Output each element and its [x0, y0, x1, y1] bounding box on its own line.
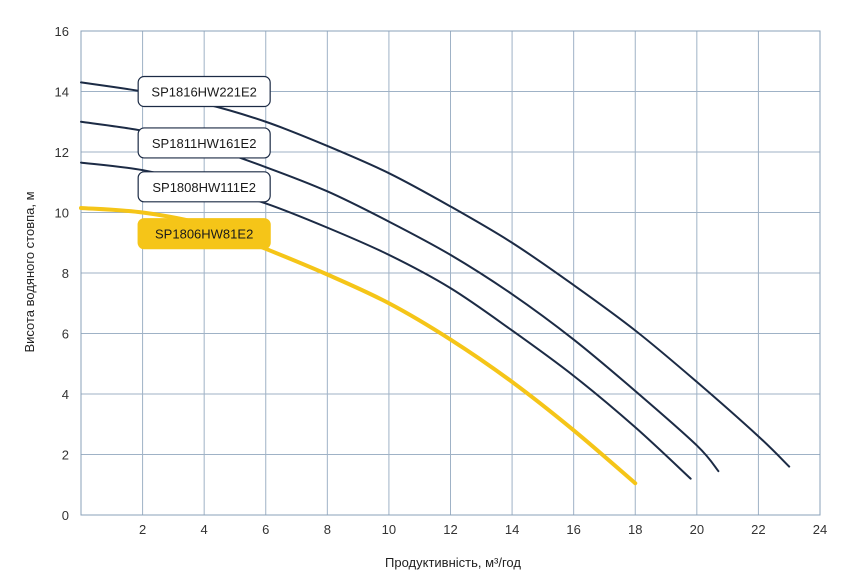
series-label-sp1811hw161e2: SP1811HW161E2	[137, 127, 271, 159]
y-tick-label: 6	[62, 327, 69, 342]
x-tick-label: 12	[443, 522, 457, 537]
x-tick-label: 16	[566, 522, 580, 537]
y-tick-label: 2	[62, 448, 69, 463]
y-axis-title: Висота водяного стовпа, м	[22, 191, 37, 352]
x-tick-label: 22	[751, 522, 765, 537]
plot-frame	[80, 30, 821, 516]
y-tick-label: 10	[55, 206, 69, 221]
x-axis-title: Продуктивність, м³/год	[385, 555, 521, 570]
x-tick-label: 18	[628, 522, 642, 537]
x-tick-label: 20	[690, 522, 704, 537]
series-label-box	[137, 75, 271, 108]
y-tick-label: 4	[62, 387, 69, 402]
x-tick-label: 6	[262, 522, 269, 537]
series-label-sp1806hw81e2: SP1806HW81E2	[137, 218, 271, 250]
series-label-box	[137, 218, 271, 250]
series-label-text: SP1811HW161E2	[152, 136, 257, 151]
series-label-text: SP1808HW111E2	[152, 180, 256, 195]
series-labels: SP1816HW221E2 SP1811HW161E2 SP1808HW111E2 S…	[137, 75, 271, 250]
x-tick-label: 4	[201, 522, 208, 537]
x-tick-label: 10	[382, 522, 396, 537]
x-tick-label: 24	[813, 522, 827, 537]
y-tick-label: 8	[62, 266, 69, 281]
series-label-text: SP1816HW221E2	[151, 85, 257, 100]
series-label-box	[137, 127, 271, 159]
series-label-box	[137, 171, 271, 203]
series-line-sp1808hw111e2	[80, 161, 692, 480]
x-tick-label: 14	[505, 522, 519, 537]
y-tick-label: 0	[62, 508, 69, 523]
y-tick-label: 14	[55, 85, 69, 100]
series-label-sp1816hw221e2: SP1816HW221E2	[137, 75, 271, 108]
series-label-sp1808hw111e2: SP1808HW111E2	[137, 171, 271, 203]
series-label-text: SP1806HW81E2	[155, 227, 253, 242]
x-tick-label: 2	[139, 522, 146, 537]
y-tick-label: 16	[55, 24, 69, 39]
x-tick-label: 8	[324, 522, 331, 537]
y-tick-label: 12	[55, 145, 69, 160]
